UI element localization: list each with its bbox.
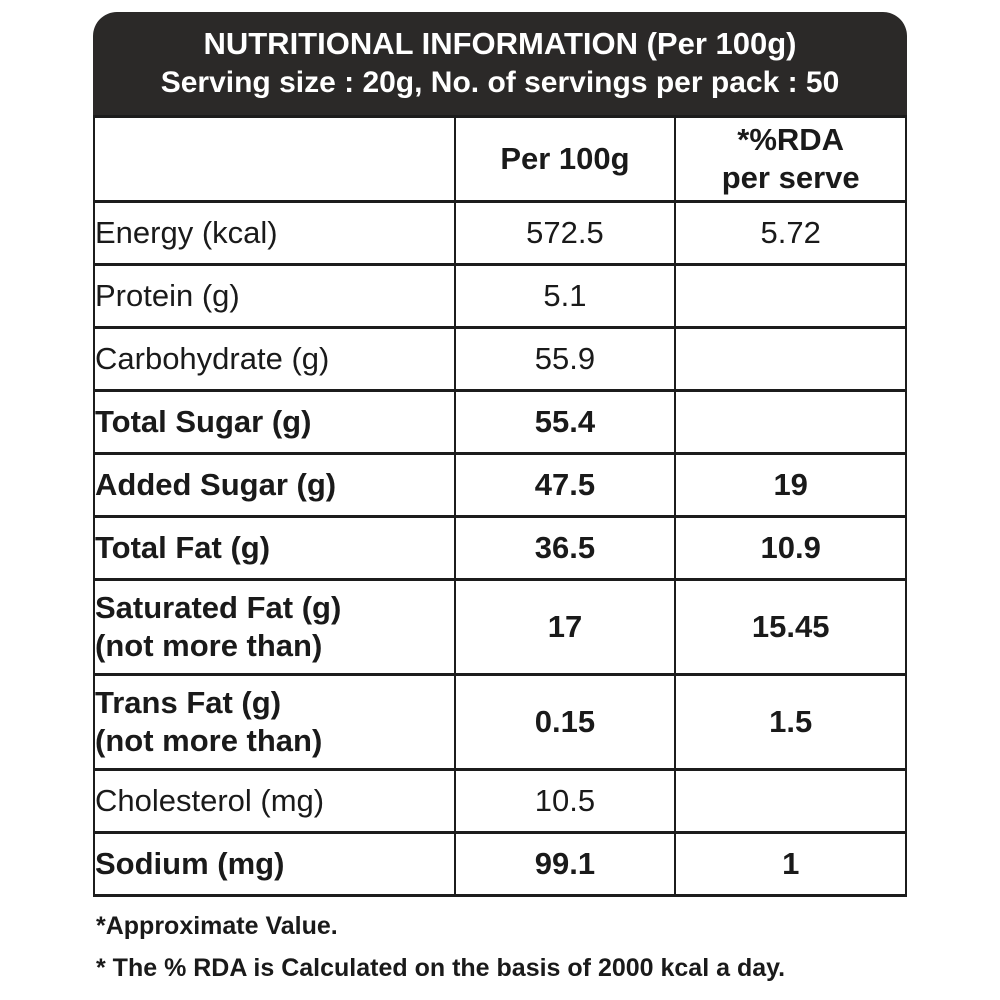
label-header: NUTRITIONAL INFORMATION (Per 100g) Servi…: [93, 12, 907, 115]
nutrient-label: Total Sugar (g): [93, 389, 456, 455]
table-row: Energy (kcal) 572.5 5.72: [93, 200, 907, 266]
header-row: Per 100g *%RDA per serve: [93, 115, 907, 203]
per100g-value: 36.5: [453, 515, 677, 581]
label-subtitle: Serving size : 20g, No. of servings per …: [160, 66, 840, 99]
per100g-value: 47.5: [453, 452, 677, 518]
nutrient-label: Cholesterol (mg): [93, 768, 456, 834]
rda-value: [674, 326, 907, 392]
nutrition-label: NUTRITIONAL INFORMATION (Per 100g) Servi…: [93, 12, 907, 983]
rda-value: 15.45: [674, 578, 907, 676]
rda-header-line2: per serve: [721, 160, 860, 195]
nutrient-label: Sodium (mg): [93, 831, 456, 897]
per100g-value: 17: [453, 578, 677, 676]
table-row: Added Sugar (g) 47.5 19: [93, 452, 907, 518]
nutrient-label: Energy (kcal): [93, 200, 456, 266]
nutrient-label: Saturated Fat (g) (not more than): [93, 578, 456, 676]
column-header-rda: *%RDA per serve: [674, 115, 907, 203]
column-header-blank: [93, 115, 456, 203]
rda-value: [674, 389, 907, 455]
table-row: Total Sugar (g) 55.4: [93, 389, 907, 455]
rda-value: 1.5: [674, 673, 907, 771]
rda-value: 5.72: [674, 200, 907, 266]
nutrient-label: Carbohydrate (g): [93, 326, 456, 392]
nutrition-table-header: Per 100g *%RDA per serve: [93, 115, 907, 203]
table-row: Carbohydrate (g) 55.9: [93, 326, 907, 392]
nutrition-table: Per 100g *%RDA per serve Energy (kcal) 572…: [93, 115, 907, 897]
nutrition-table-body: Energy (kcal) 572.5 5.72 Protein (g) 5.1 Carb…: [93, 200, 907, 897]
per100g-value: 572.5: [453, 200, 677, 266]
rda-header-line1: *%RDA: [737, 122, 845, 157]
per100g-value: 5.1: [453, 263, 677, 329]
table-row: Saturated Fat (g) (not more than) 17 15.45: [93, 578, 907, 676]
table-row: Sodium (mg) 99.1 1: [93, 831, 907, 897]
table-row: Total Fat (g) 36.5 10.9: [93, 515, 907, 581]
rda-value: 19: [674, 452, 907, 518]
footnotes: *Approximate Value. * The % RDA is Calcu…: [93, 911, 907, 983]
rda-value: 10.9: [674, 515, 907, 581]
per100g-value: 0.15: [453, 673, 677, 771]
footnote-rda-basis: * The % RDA is Calculated on the basis o…: [96, 954, 786, 982]
per100g-value: 10.5: [453, 768, 677, 834]
nutrient-label: Trans Fat (g) (not more than): [93, 673, 456, 771]
nutrient-label: Added Sugar (g): [93, 452, 456, 518]
rda-value: [674, 768, 907, 834]
label-title: NUTRITIONAL INFORMATION (Per 100g): [203, 26, 797, 61]
footnote-approximate-value: *Approximate Value.: [96, 912, 338, 940]
per100g-value: 55.9: [453, 326, 677, 392]
nutrient-label: Total Fat (g): [93, 515, 456, 581]
per100g-value: 99.1: [453, 831, 677, 897]
table-row: Protein (g) 5.1: [93, 263, 907, 329]
column-header-per100g: Per 100g: [453, 115, 677, 203]
table-row: Cholesterol (mg) 10.5: [93, 768, 907, 834]
rda-value: 1: [674, 831, 907, 897]
nutrient-label: Protein (g): [93, 263, 456, 329]
rda-value: [674, 263, 907, 329]
per100g-value: 55.4: [453, 389, 677, 455]
table-row: Trans Fat (g) (not more than) 0.15 1.5: [93, 673, 907, 771]
